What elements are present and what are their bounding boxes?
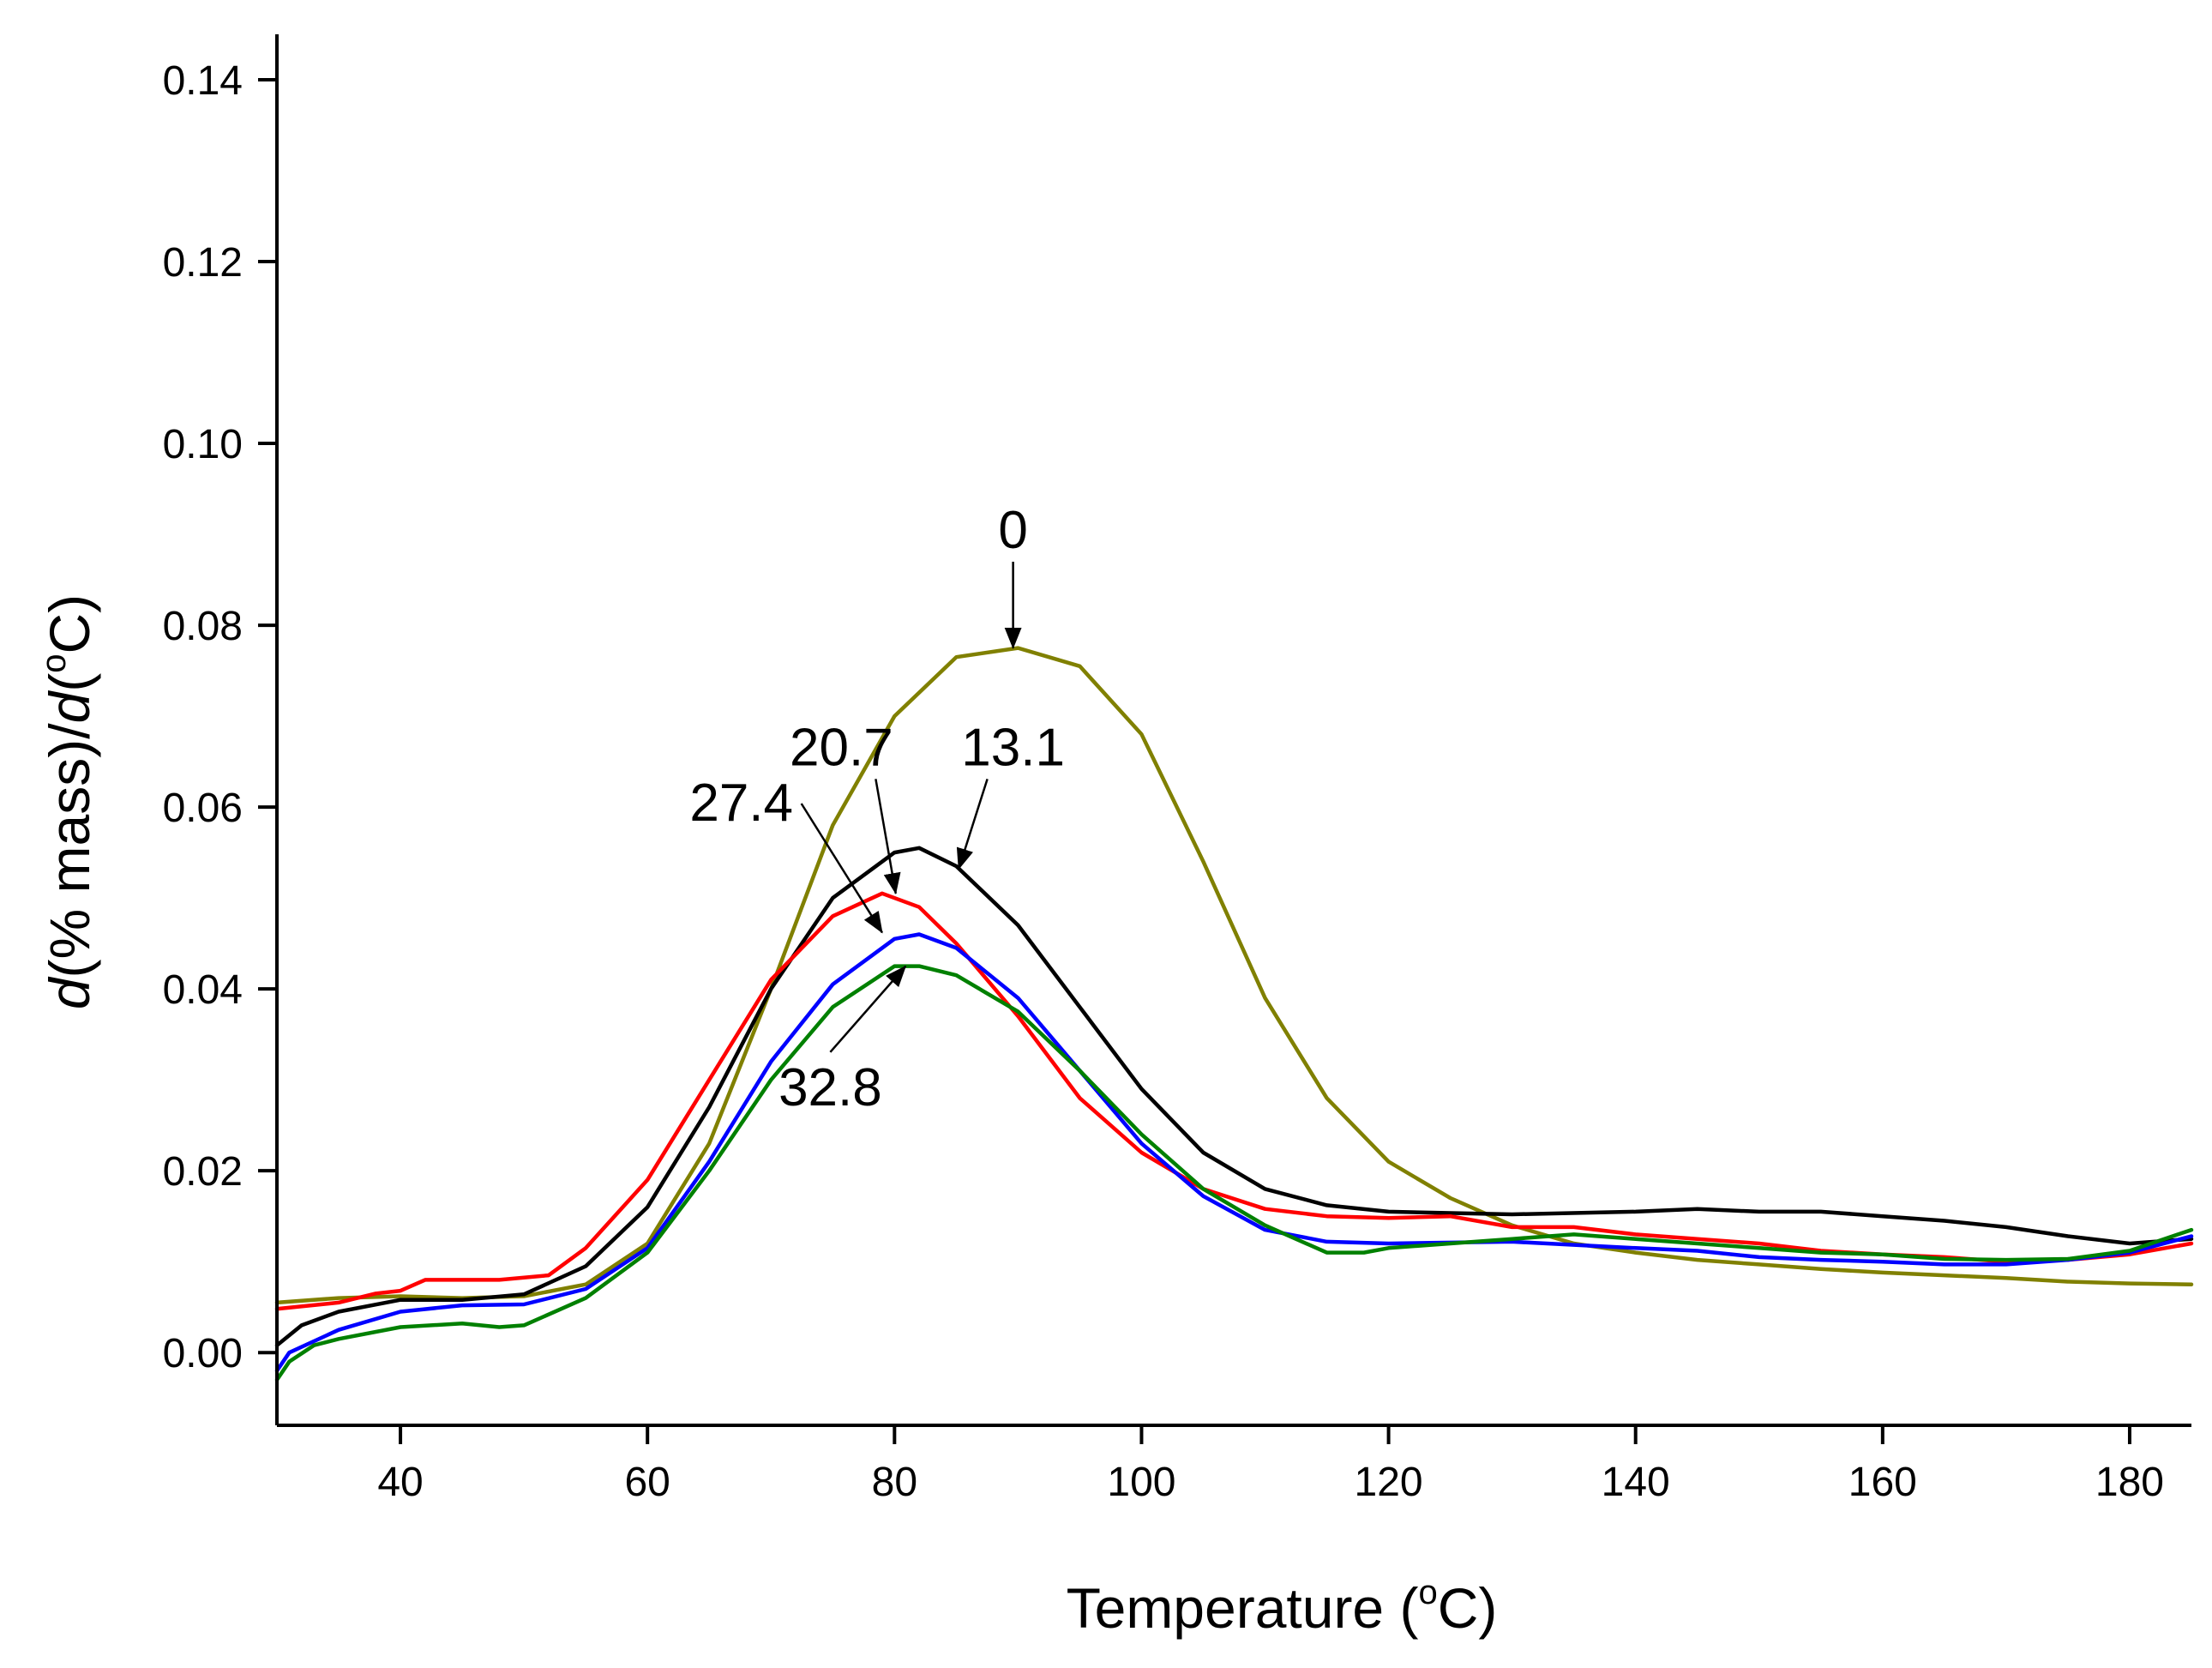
annotation-label: 27.4 [689,774,793,833]
series-line-0 [274,646,2194,1305]
x-axis-title-post: C) [1438,1576,1498,1640]
y-axis-title-paren: ( [38,673,101,692]
annotation-label: 32.8 [778,1058,882,1117]
annotation-arrow [829,965,907,1053]
y-tick-label: 0.02 [163,1149,243,1195]
y-axis-title-post: C) [38,594,101,654]
y-tick-label: 0.12 [163,240,243,286]
annotation-arrow [800,803,883,934]
x-axis-title-sup: o [1418,1574,1437,1611]
x-tick-label: 120 [1355,1460,1423,1505]
annotation-arrow [956,778,989,870]
x-tick-label: 80 [872,1460,917,1505]
y-tick-label: 0.04 [163,967,243,1013]
y-axis-title-d1: d [38,976,101,1009]
y-tick-label: 0.00 [163,1331,243,1376]
x-axis-title-pre: Temperature ( [1067,1576,1419,1640]
y-axis-title: d(% mass)/d(oC) [35,594,101,1009]
y-tick-label: 0.06 [163,786,243,831]
y-tick-label: 0.10 [163,422,243,467]
annotation-label: 13.1 [961,718,1065,777]
series-line-27.4 [274,932,2194,1373]
axes [275,34,2191,1427]
series-line-20.7 [274,891,2194,1311]
x-tick-label: 60 [624,1460,670,1505]
x-tick-label: 40 [377,1460,423,1505]
series-line-13.1 [274,846,2194,1347]
y-axis-title-d2: d [38,689,101,723]
x-tick-label: 100 [1107,1460,1175,1505]
annotation-arrow [875,779,901,895]
annotation-label: 0 [998,501,1027,560]
annotation-label: 20.7 [790,718,893,777]
y-axis-title-sup: o [35,653,73,672]
ticks: 40 60 80 100 120 140 160 180 0.00 0.02 0.04 0.06 0.0… [163,58,2164,1505]
x-tick-label: 160 [1848,1460,1917,1505]
y-axis-title-mid: (% mass)/ [38,723,101,979]
y-tick-label: 0.14 [163,58,243,104]
x-axis-title: Temperature (oC) [1067,1574,1498,1640]
annotations: 0 13.1 20.727.4 32.8 [689,501,1065,1117]
x-tick-label: 180 [2095,1460,2164,1505]
series-line-32.8 [274,964,2194,1382]
y-tick-label: 0.08 [163,604,243,649]
x-tick-label: 140 [1602,1460,1670,1505]
series-layer [274,646,2194,1382]
